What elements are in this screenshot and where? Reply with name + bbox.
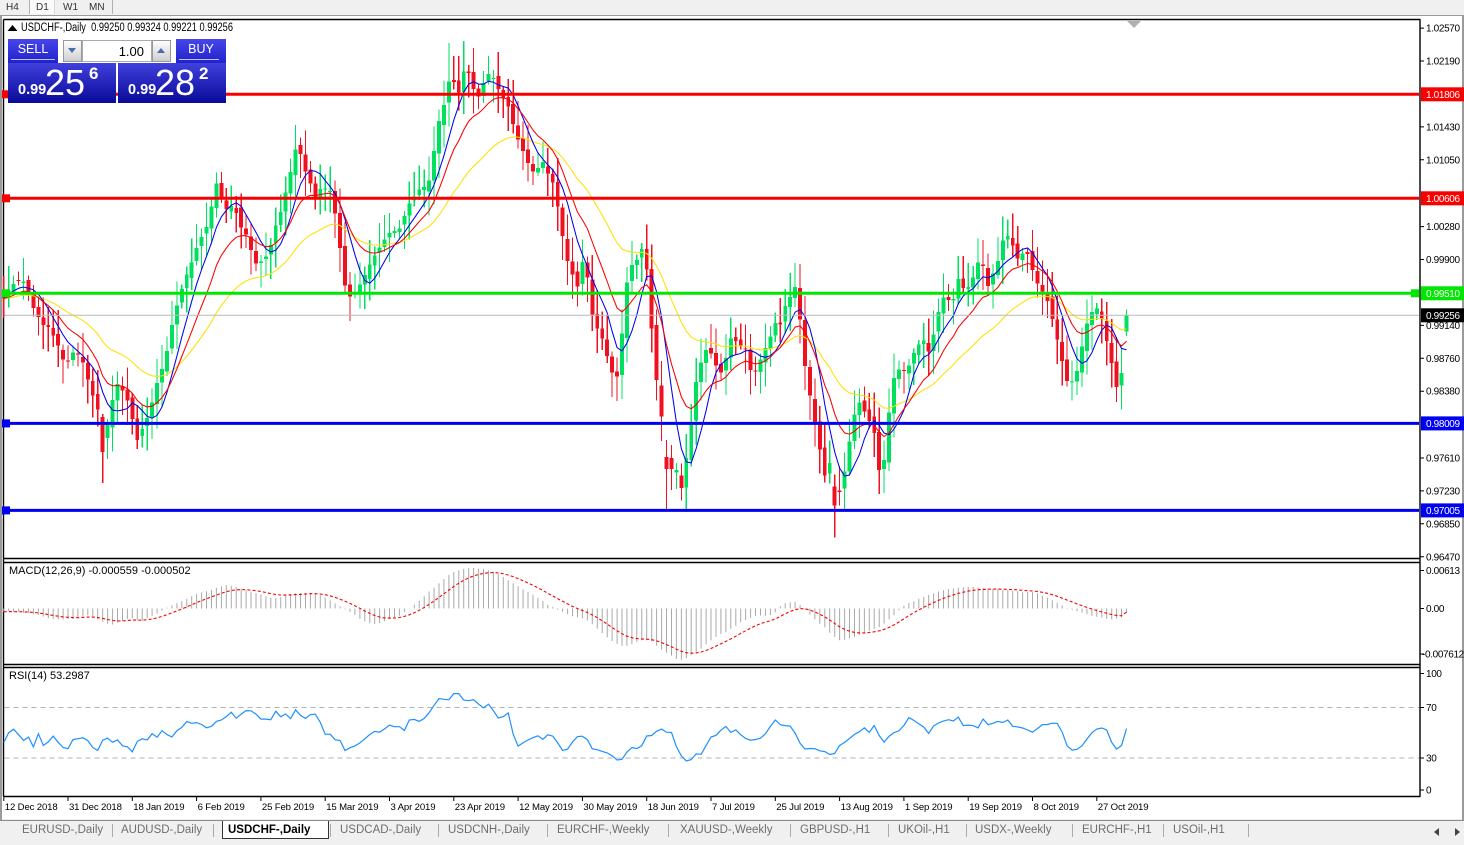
- svg-text:0.96470: 0.96470: [1426, 552, 1460, 563]
- svg-text:15 Mar 2019: 15 Mar 2019: [326, 802, 378, 813]
- svg-text:7 Jul 2019: 7 Jul 2019: [712, 802, 755, 813]
- svg-text:1.01050: 1.01050: [1426, 155, 1460, 166]
- svg-text:USDCHF-,Daily 0.99250 0.99324: USDCHF-,Daily 0.99250 0.99324 0.99221 0.…: [21, 22, 233, 34]
- svg-text:RSI(14) 53.2987: RSI(14) 53.2987: [9, 670, 90, 682]
- svg-text:100: 100: [1426, 669, 1442, 680]
- svg-text:19 Sep 2019: 19 Sep 2019: [969, 802, 1022, 813]
- svg-text:0.00: 0.00: [1426, 604, 1445, 615]
- svg-text:12 May 2019: 12 May 2019: [519, 802, 573, 813]
- svg-text:1.01806: 1.01806: [1426, 90, 1460, 101]
- svg-text:0.99900: 0.99900: [1426, 255, 1460, 266]
- svg-text:8 Oct 2019: 8 Oct 2019: [1034, 802, 1079, 813]
- svg-text:3 Apr 2019: 3 Apr 2019: [391, 802, 436, 813]
- svg-text:1.00280: 1.00280: [1426, 222, 1460, 233]
- svg-text:31 Dec 2018: 31 Dec 2018: [69, 802, 122, 813]
- svg-text:25 Jul 2019: 25 Jul 2019: [776, 802, 824, 813]
- svg-text:27 Oct 2019: 27 Oct 2019: [1098, 802, 1149, 813]
- svg-text:0.99256: 0.99256: [1426, 311, 1460, 322]
- svg-text:30 May 2019: 30 May 2019: [583, 802, 637, 813]
- svg-text:MACD(12,26,9) -0.000559 -0.000: MACD(12,26,9) -0.000559 -0.000502: [9, 565, 191, 577]
- svg-text:0.99140: 0.99140: [1426, 321, 1460, 332]
- svg-text:0: 0: [1426, 786, 1432, 797]
- svg-text:0.97005: 0.97005: [1426, 506, 1460, 517]
- svg-text:0.98009: 0.98009: [1426, 419, 1460, 430]
- svg-text:13 Aug 2019: 13 Aug 2019: [841, 802, 893, 813]
- svg-text:18 Jan 2019: 18 Jan 2019: [133, 802, 184, 813]
- svg-text:1.01430: 1.01430: [1426, 122, 1460, 133]
- svg-text:18 Jun 2019: 18 Jun 2019: [648, 802, 699, 813]
- svg-text:30: 30: [1426, 754, 1437, 765]
- svg-text:0.00613: 0.00613: [1426, 566, 1460, 577]
- svg-text:0.97610: 0.97610: [1426, 454, 1460, 465]
- svg-text:70: 70: [1426, 703, 1437, 714]
- svg-text:1.02190: 1.02190: [1426, 57, 1460, 68]
- svg-text:25 Feb 2019: 25 Feb 2019: [262, 802, 314, 813]
- svg-text:-0.007612: -0.007612: [1422, 650, 1464, 661]
- svg-text:0.98760: 0.98760: [1426, 354, 1460, 365]
- svg-text:0.98380: 0.98380: [1426, 387, 1460, 398]
- svg-text:0.97230: 0.97230: [1426, 486, 1460, 497]
- svg-text:0.96850: 0.96850: [1426, 519, 1460, 530]
- svg-text:1 Sep 2019: 1 Sep 2019: [905, 802, 953, 813]
- svg-text:1.00606: 1.00606: [1426, 194, 1460, 205]
- svg-text:1.02570: 1.02570: [1426, 24, 1460, 35]
- svg-text:0.99510: 0.99510: [1426, 289, 1460, 300]
- svg-text:12 Dec 2018: 12 Dec 2018: [5, 802, 58, 813]
- svg-text:6 Feb 2019: 6 Feb 2019: [198, 802, 245, 813]
- svg-text:23 Apr 2019: 23 Apr 2019: [455, 802, 505, 813]
